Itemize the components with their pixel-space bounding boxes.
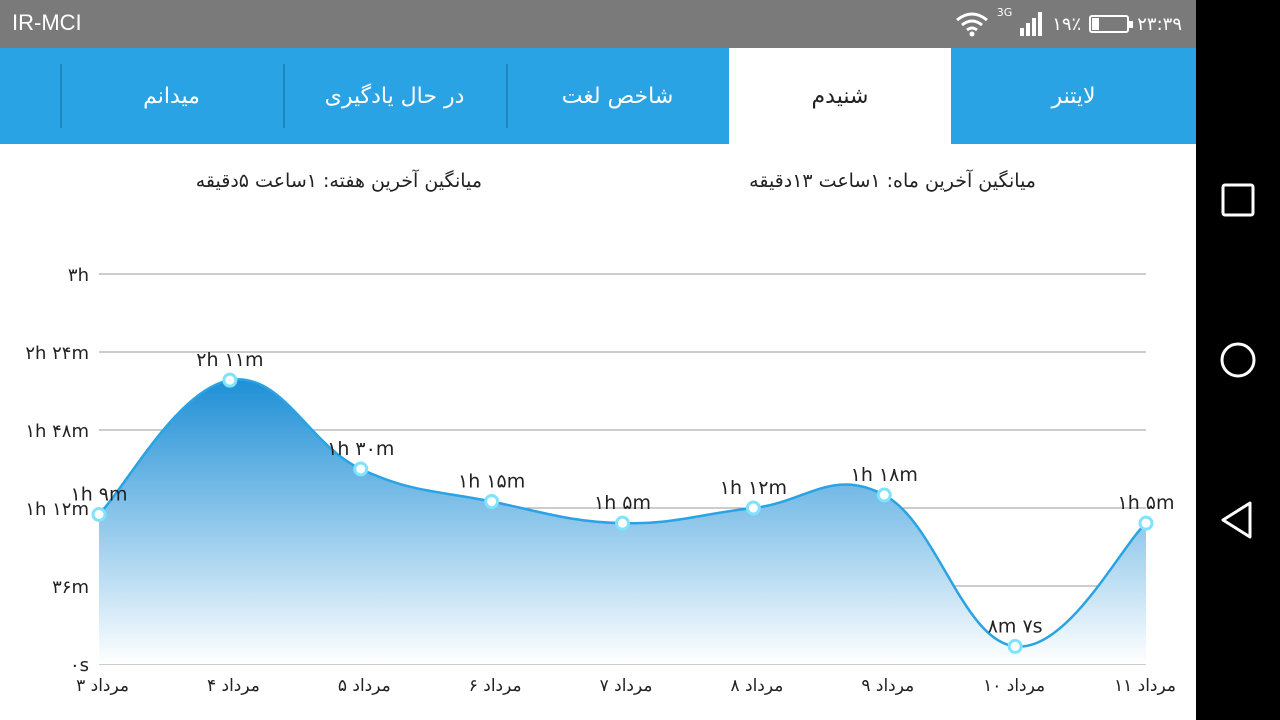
data-point[interactable] <box>876 487 892 503</box>
tab-leitner[interactable]: لایتنر <box>951 48 1196 144</box>
x-tick-label: ۵ مرداد <box>338 676 391 696</box>
data-label: ۱h ۱۸m <box>851 464 918 486</box>
week-average: میانگین آخرین هفته: ۱ساعت ۵دقیقه <box>195 170 482 192</box>
data-point[interactable] <box>222 372 238 388</box>
tab-divider <box>506 64 508 128</box>
tab-known[interactable]: میدانم <box>60 48 283 144</box>
data-label: ۸m ۷s <box>988 615 1043 637</box>
data-label: ۱h ۱۲m <box>720 477 787 499</box>
status-bar: IR-MCI 3G ۱۹٪ ۲۳:۳۹ <box>0 0 1196 48</box>
x-tick-label: ۳ مرداد <box>76 676 129 696</box>
tab-label: لایتنر <box>1051 83 1096 109</box>
tab-label: در حال یادگیری <box>324 83 465 109</box>
data-label: ۲h ۱۱m <box>196 349 263 371</box>
x-tick-label: ۴ مرداد <box>207 676 260 696</box>
circle-icon[interactable] <box>1216 338 1260 382</box>
battery-icon <box>1089 15 1134 33</box>
x-tick-label: ۹ مرداد <box>861 676 914 696</box>
tab-label: شنیدم <box>811 83 869 109</box>
data-point[interactable] <box>1138 515 1154 531</box>
data-point[interactable] <box>1007 638 1023 654</box>
data-point[interactable] <box>615 515 630 531</box>
time-chart: ۰s ۳۶m ۱h ۱۲m ۱h ۴۸m ۲h ۲۴m ۳h ۱h ۹m ۳ مرداد ۲h… <box>25 265 1176 696</box>
data-label: ۱h ۵m <box>594 492 651 514</box>
network-type: 3G <box>996 6 1013 19</box>
battery-level-fill <box>1092 18 1099 30</box>
clock: ۲۳:۳۹ <box>1137 13 1182 35</box>
data-point[interactable] <box>353 461 369 477</box>
average-stats: میانگین آخرین ماه: ۱ساعت ۱۳دقیقه میانگین… <box>0 160 1196 204</box>
data-point[interactable] <box>484 494 500 509</box>
x-tick-label: ۸ مرداد <box>730 676 783 696</box>
wifi-icon <box>955 12 988 37</box>
area-fill <box>99 379 1146 664</box>
month-average: میانگین آخرین ماه: ۱ساعت ۱۳دقیقه <box>749 170 1036 192</box>
tab-divider <box>60 64 62 128</box>
x-tick-label: ۱۱ مرداد <box>1114 676 1176 696</box>
data-label: ۱h ۵m <box>1118 492 1175 514</box>
y-tick-label: ۰s <box>70 655 89 676</box>
data-label: ۱h ۳۰m <box>327 438 394 460</box>
y-tick-label: ۳h <box>68 265 89 286</box>
x-tick-label: ۱۰ مرداد <box>983 676 1045 696</box>
y-tick-label: ۱h ۱۲m <box>25 499 89 520</box>
status-right: 3G ۱۹٪ ۲۳:۳۹ <box>955 6 1182 40</box>
data-point[interactable] <box>745 500 761 516</box>
tab-heard[interactable]: شنیدم <box>729 48 951 144</box>
carrier-name: IR-MCI <box>12 10 82 35</box>
tab-divider <box>283 64 285 128</box>
x-tick-label: ۷ مرداد <box>600 676 653 696</box>
battery-percent: ۱۹٪ <box>1052 13 1082 35</box>
triangle-back-icon[interactable] <box>1216 498 1260 542</box>
tab-word-index[interactable]: شاخص لغت <box>506 48 729 144</box>
data-label: ۱h ۱۵m <box>458 471 525 493</box>
data-point[interactable] <box>91 507 107 522</box>
y-tick-label: ۱h ۴۸m <box>25 421 89 442</box>
tab-bar: لایتنر شنیدم شاخص لغت در حال یادگیری مید… <box>0 48 1196 144</box>
square-icon[interactable] <box>1216 178 1260 222</box>
x-tick-label: ۶ مرداد <box>469 676 522 696</box>
tab-label: شاخص لغت <box>561 83 674 109</box>
tab-learning[interactable]: در حال یادگیری <box>283 48 506 144</box>
signal-icon <box>1020 12 1043 36</box>
y-tick-label: ۳۶m <box>52 577 89 598</box>
data-label: ۱h ۹m <box>71 484 128 506</box>
y-tick-label: ۲h ۲۴m <box>25 343 89 364</box>
navigation-bar <box>1196 0 1280 720</box>
tab-label: میدانم <box>143 83 200 109</box>
